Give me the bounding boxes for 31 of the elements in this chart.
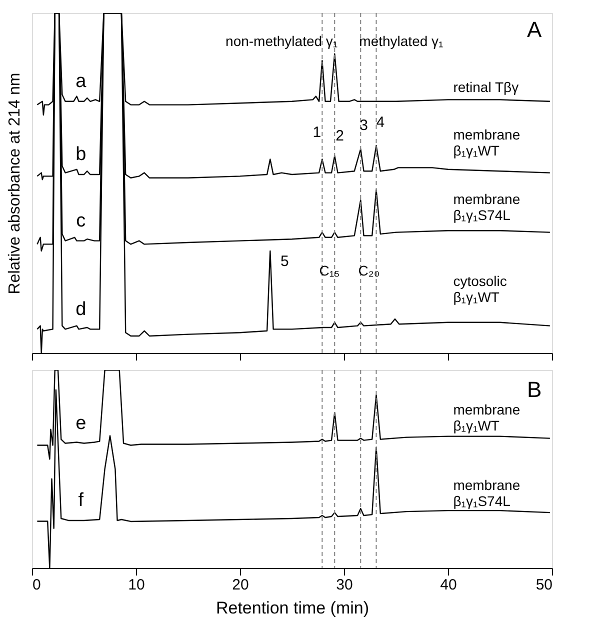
annotation: B [526,376,542,402]
x-axis-title: Retention time (min) [216,598,370,618]
annotation: cytosolic β₁γ₁WT [453,272,507,305]
x-tick-label: 30 [336,576,353,594]
x-tick-label: 50 [536,576,552,594]
annotation: C₂₀ [358,262,380,278]
annotation: 2 [336,127,344,144]
x-tick-label: 20 [232,576,249,594]
annotation: 5 [280,253,289,270]
annotation: 1 [312,124,322,141]
series-label: a [76,71,87,92]
annotation: methylated γ₁ [359,32,444,49]
annotation: non-methylated γ₁ [226,32,338,49]
annotation: membrane β₁γ₁WT [453,402,520,434]
series-label: f [78,490,84,512]
annotation: membrane β₁γ₁S74L [453,191,520,224]
annotation: 3 [360,117,368,134]
annotation: A [526,17,542,42]
series-label: c [76,210,86,232]
series-label: d [76,298,86,320]
x-tick-label: 40 [440,576,457,594]
x-tick-label: 10 [128,576,145,594]
y-axis-title: Relative absorbance at 214 nm [6,72,24,294]
series-label: b [76,144,86,166]
annotation: membrane β₁γ₁S74L [453,476,520,509]
series-label: e [76,412,86,434]
annotation: 4 [376,114,385,131]
annotation: membrane β₁γ₁WT [453,126,520,159]
x-tick-label: 0 [32,576,41,594]
annotation: C₁₅ [319,262,340,278]
annotation: retinal Tβγ [453,79,519,95]
